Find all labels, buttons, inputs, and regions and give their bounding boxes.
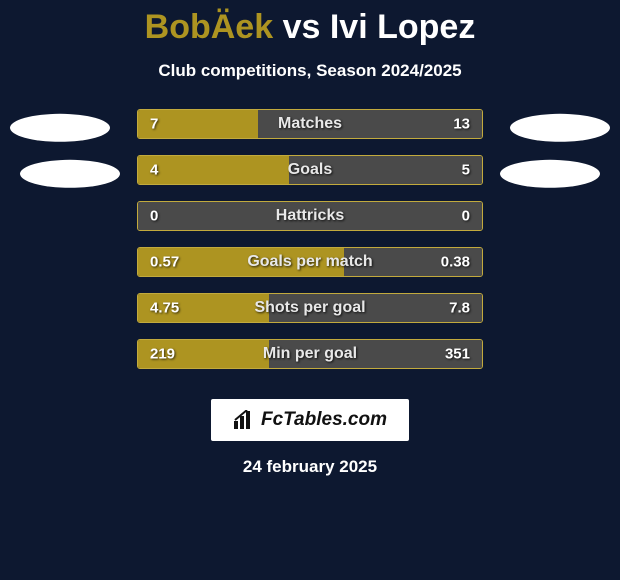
vs-text: vs [283, 8, 321, 46]
stat-row: 4 5 Goals [0, 155, 620, 201]
player2-badge [500, 160, 600, 188]
stat-left-value: 7 [150, 116, 158, 133]
player1-badge [10, 114, 110, 142]
stat-left-value: 219 [150, 346, 175, 363]
stat-bar: 4.75 7.8 Shots per goal [137, 293, 483, 323]
stat-left-value: 4 [150, 162, 158, 179]
date-text: 24 february 2025 [0, 457, 620, 477]
stat-right-value: 13 [453, 116, 470, 133]
comparison-card: BobÄek vs Ivi Lopez Club competitions, S… [0, 0, 620, 580]
stat-label: Goals per match [247, 253, 372, 271]
stat-right-value: 5 [462, 162, 470, 179]
stat-left-value: 4.75 [150, 300, 179, 317]
stat-label: Matches [278, 115, 342, 133]
stat-bar: 0.57 0.38 Goals per match [137, 247, 483, 277]
stat-bar: 4 5 Goals [137, 155, 483, 185]
stat-right-value: 0 [462, 208, 470, 225]
stat-row: 0 0 Hattricks [0, 201, 620, 247]
stats-list: 7 13 Matches 4 5 Goals 0 0 Hattricks 0.57 0.38 Goal… [0, 109, 620, 385]
bar-left-fill [138, 156, 289, 184]
stat-left-value: 0 [150, 208, 158, 225]
stat-right-value: 0.38 [441, 254, 470, 271]
stat-label: Shots per goal [254, 299, 365, 317]
stat-label: Min per goal [263, 345, 357, 363]
stat-row: 7 13 Matches [0, 109, 620, 155]
logo-text: FcTables.com [261, 409, 387, 430]
player2-badge [510, 114, 610, 142]
stat-bar: 219 351 Min per goal [137, 339, 483, 369]
stat-bar: 0 0 Hattricks [137, 201, 483, 231]
logo-box: FcTables.com [211, 399, 409, 441]
stat-label: Goals [288, 161, 332, 179]
stat-right-value: 351 [445, 346, 470, 363]
chart-icon [233, 410, 255, 430]
stat-row: 219 351 Min per goal [0, 339, 620, 385]
stat-right-value: 7.8 [449, 300, 470, 317]
player1-badge [20, 160, 120, 188]
stat-label: Hattricks [276, 207, 344, 225]
subtitle: Club competitions, Season 2024/2025 [0, 61, 620, 81]
stat-left-value: 0.57 [150, 254, 179, 271]
stat-row: 4.75 7.8 Shots per goal [0, 293, 620, 339]
stat-bar: 7 13 Matches [137, 109, 483, 139]
stat-row: 0.57 0.38 Goals per match [0, 247, 620, 293]
player1-name: BobÄek [145, 8, 273, 46]
player2-name: Ivi Lopez [330, 8, 475, 46]
page-title: BobÄek vs Ivi Lopez [0, 0, 620, 47]
